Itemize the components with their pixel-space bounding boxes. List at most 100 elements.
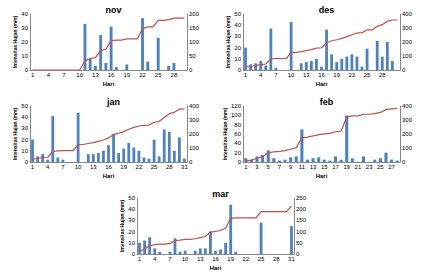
svg-text:5: 5 (267, 164, 271, 170)
svg-text:22: 22 (136, 164, 143, 170)
svg-text:22: 22 (349, 72, 356, 78)
svg-text:0: 0 (402, 67, 406, 73)
svg-text:20: 20 (21, 137, 28, 143)
svg-text:Intensitas Hujan (mm): Intensitas Hujan (mm) (12, 16, 18, 69)
svg-text:60: 60 (234, 131, 241, 137)
svg-text:31: 31 (181, 164, 188, 170)
svg-text:Intensitas Hujan (mm): Intensitas Hujan (mm) (225, 16, 231, 69)
svg-text:250: 250 (296, 195, 307, 201)
svg-text:200: 200 (402, 131, 413, 137)
svg-text:0: 0 (296, 251, 300, 257)
svg-text:25: 25 (151, 164, 158, 170)
svg-text:20: 20 (21, 39, 28, 45)
svg-text:1: 1 (244, 164, 248, 170)
svg-text:4: 4 (153, 256, 157, 262)
svg-text:7: 7 (278, 164, 282, 170)
svg-text:Hari: Hari (210, 265, 222, 271)
svg-text:19: 19 (333, 72, 340, 78)
svg-text:13: 13 (197, 256, 204, 262)
svg-text:300: 300 (189, 117, 200, 123)
svg-text:1: 1 (138, 256, 142, 262)
svg-text:28: 28 (273, 256, 280, 262)
svg-text:50: 50 (21, 103, 28, 109)
svg-text:Hari: Hari (316, 81, 328, 87)
svg-text:27: 27 (388, 164, 395, 170)
svg-text:10: 10 (21, 148, 28, 154)
svg-text:40: 40 (234, 140, 241, 146)
svg-text:400: 400 (402, 11, 413, 17)
svg-text:10: 10 (75, 164, 82, 170)
svg-text:16: 16 (108, 72, 115, 78)
svg-text:100: 100 (296, 229, 307, 235)
svg-text:nov: nov (105, 5, 121, 15)
svg-text:300: 300 (402, 117, 413, 123)
svg-text:11: 11 (299, 164, 306, 170)
svg-text:feb: feb (320, 97, 334, 107)
svg-text:100: 100 (402, 145, 413, 151)
svg-text:40: 40 (21, 11, 28, 17)
svg-text:20: 20 (234, 150, 241, 156)
svg-text:100: 100 (231, 112, 242, 118)
svg-text:7: 7 (168, 256, 172, 262)
svg-text:3: 3 (255, 164, 259, 170)
svg-text:13: 13 (92, 72, 99, 78)
svg-text:400: 400 (189, 103, 200, 109)
svg-text:7: 7 (61, 164, 65, 170)
svg-text:30: 30 (21, 25, 28, 31)
svg-text:200: 200 (402, 39, 413, 45)
svg-text:0: 0 (132, 251, 136, 257)
svg-text:300: 300 (402, 25, 413, 31)
svg-text:des: des (319, 5, 335, 15)
svg-text:31: 31 (288, 256, 295, 262)
svg-text:0: 0 (25, 159, 29, 165)
svg-text:50: 50 (296, 240, 303, 246)
svg-text:16: 16 (318, 72, 325, 78)
svg-text:16: 16 (105, 164, 112, 170)
svg-text:Intensitas Hujan (mm): Intensitas Hujan (mm) (119, 200, 125, 253)
svg-text:0: 0 (402, 159, 406, 165)
svg-text:28: 28 (166, 164, 173, 170)
svg-text:10: 10 (76, 72, 83, 78)
svg-text:13: 13 (310, 164, 317, 170)
svg-text:150: 150 (189, 25, 200, 31)
svg-text:150: 150 (296, 217, 307, 223)
svg-text:15: 15 (321, 164, 328, 170)
svg-text:400: 400 (402, 103, 413, 109)
svg-text:Hari: Hari (316, 173, 328, 179)
svg-text:28: 28 (171, 72, 178, 78)
svg-text:40: 40 (21, 114, 28, 120)
svg-text:9: 9 (289, 164, 293, 170)
svg-text:100: 100 (189, 39, 200, 45)
svg-text:30: 30 (128, 217, 135, 223)
svg-text:mar: mar (212, 189, 229, 199)
svg-text:200: 200 (189, 131, 200, 137)
svg-text:22: 22 (139, 72, 146, 78)
svg-text:10: 10 (21, 53, 28, 59)
svg-text:10: 10 (128, 240, 135, 246)
svg-text:0: 0 (189, 67, 193, 73)
svg-text:28: 28 (379, 72, 386, 78)
svg-text:10: 10 (182, 256, 189, 262)
svg-text:0: 0 (189, 159, 193, 165)
svg-text:0: 0 (25, 67, 29, 73)
svg-text:4: 4 (259, 72, 263, 78)
svg-text:0: 0 (238, 67, 242, 73)
svg-text:7: 7 (274, 72, 278, 78)
svg-text:100: 100 (402, 53, 413, 59)
svg-text:25: 25 (377, 164, 384, 170)
svg-text:120: 120 (231, 103, 242, 109)
svg-text:50: 50 (128, 195, 135, 201)
svg-text:19: 19 (120, 164, 127, 170)
svg-text:22: 22 (243, 256, 250, 262)
svg-text:23: 23 (366, 164, 373, 170)
svg-text:17: 17 (332, 164, 339, 170)
svg-text:40: 40 (234, 22, 241, 28)
svg-text:80: 80 (234, 122, 241, 128)
svg-text:13: 13 (90, 164, 97, 170)
svg-text:25: 25 (258, 256, 265, 262)
svg-text:4: 4 (47, 72, 51, 78)
svg-text:100: 100 (189, 145, 200, 151)
svg-text:10: 10 (234, 56, 241, 62)
svg-text:40: 40 (128, 206, 135, 212)
svg-text:50: 50 (234, 11, 241, 17)
